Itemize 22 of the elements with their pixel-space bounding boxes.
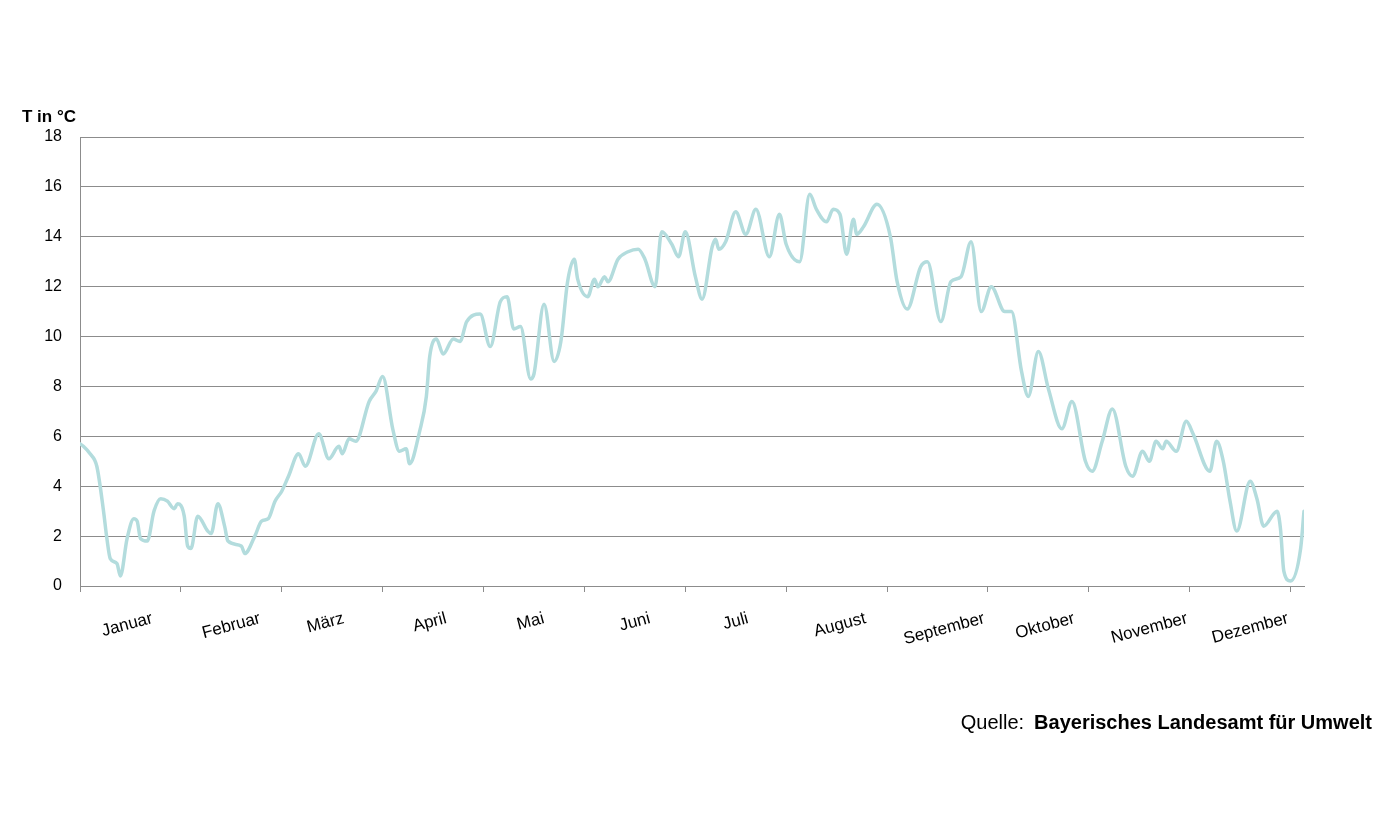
x-tick-label: Juli — [720, 608, 751, 634]
y-tick-label: 8 — [53, 376, 63, 394]
x-tick-label: Juni — [617, 608, 653, 635]
y-tick-label: 2 — [53, 526, 63, 544]
y-tick-label: 12 — [44, 277, 63, 295]
x-tick-label: April — [410, 608, 449, 636]
y-tick-label: 4 — [53, 476, 63, 494]
x-tick-label: Mai — [514, 608, 547, 634]
x-tick-label: August — [811, 608, 869, 641]
y-tick-label: 18 — [44, 127, 63, 145]
x-tick-label: Februar — [199, 608, 263, 643]
x-tick-label: März — [304, 608, 346, 637]
y-axis-title: T in °C — [22, 107, 77, 127]
text: Bayerisches Landesamt für Umwelt — [1034, 711, 1372, 733]
x-tick-label: Januar — [99, 608, 155, 641]
y-tick-label: 10 — [44, 326, 63, 344]
y-tick-label: 14 — [44, 227, 63, 245]
source-note: Quelle: — [960, 711, 1025, 733]
x-tick-label: Oktober — [1013, 608, 1077, 643]
y-tick-label: 6 — [53, 426, 63, 444]
y-tick-label: 0 — [53, 576, 63, 594]
y-tick-label: 16 — [44, 177, 63, 195]
